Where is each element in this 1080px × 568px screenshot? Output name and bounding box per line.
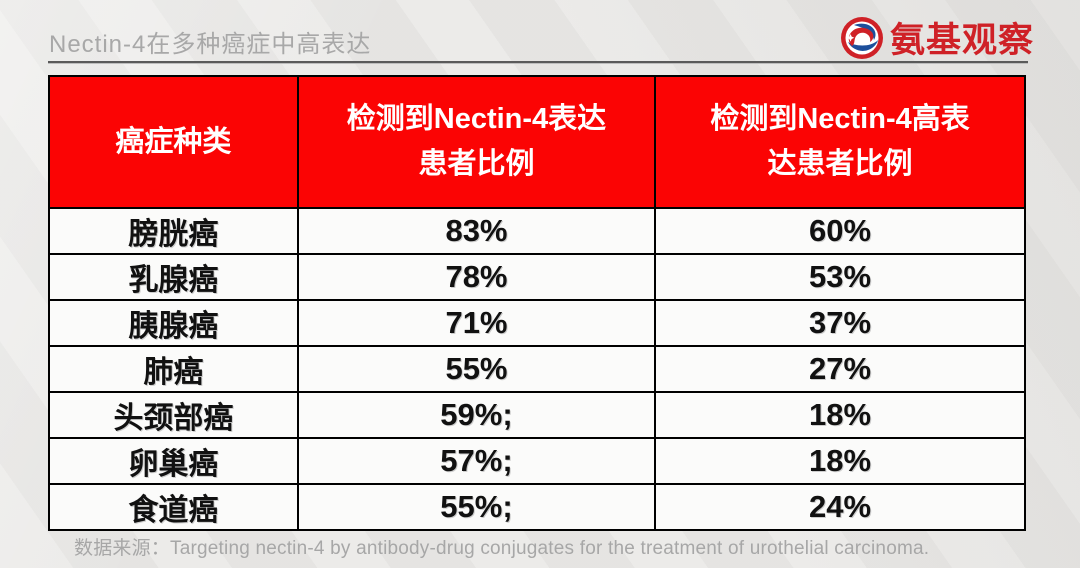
title-divider xyxy=(48,61,1028,64)
table-row: 膀胱癌 83% 60% xyxy=(48,207,1026,255)
cell-cancer-name: 头颈部癌 xyxy=(48,391,299,439)
table-row: 卵巢癌 57%; 18% xyxy=(48,437,1026,485)
cell-cancer-name: 胰腺癌 xyxy=(48,299,299,347)
cell-high-expression-pct: 18% xyxy=(654,391,1026,439)
table-header-row: 癌症种类 检测到Nectin-4表达患者比例 检测到Nectin-4高表达患者比… xyxy=(48,75,1026,209)
swirl-globe-icon xyxy=(840,16,883,59)
cell-cancer-name: 肺癌 xyxy=(48,345,299,393)
cell-high-expression-pct: 60% xyxy=(654,207,1026,255)
cell-cancer-name: 膀胱癌 xyxy=(48,207,299,255)
data-source-text: Targeting nectin-4 by antibody-drug conj… xyxy=(170,538,930,559)
header-cancer-type: 癌症种类 xyxy=(48,75,299,209)
cell-high-expression-pct: 27% xyxy=(654,345,1026,393)
page-title: Nectin-4在多种癌症中高表达 xyxy=(49,31,372,58)
cell-expression-pct: 83% xyxy=(296,207,657,255)
nectin4-expression-table: 癌症种类 检测到Nectin-4表达患者比例 检测到Nectin-4高表达患者比… xyxy=(48,75,1026,531)
cell-cancer-name: 食道癌 xyxy=(48,483,299,531)
data-source-line: 数据来源：Targeting nectin-4 by antibody-drug… xyxy=(74,533,929,560)
cell-expression-pct: 71% xyxy=(296,299,657,347)
cell-expression-pct: 78% xyxy=(296,253,657,301)
cell-cancer-name: 乳腺癌 xyxy=(48,253,299,301)
table-row: 肺癌 55% 27% xyxy=(48,345,1026,393)
header-expression-ratio: 检测到Nectin-4表达患者比例 xyxy=(296,75,657,209)
cell-expression-pct: 55% xyxy=(296,345,657,393)
brand-logo: 氨基观察 xyxy=(840,12,1034,63)
cell-high-expression-pct: 53% xyxy=(654,253,1026,301)
cell-high-expression-pct: 24% xyxy=(654,483,1026,531)
table-row: 胰腺癌 71% 37% xyxy=(48,299,1026,347)
table-row: 头颈部癌 59%; 18% xyxy=(48,391,1026,439)
cell-expression-pct: 55%; xyxy=(296,483,657,531)
table-row: 乳腺癌 78% 53% xyxy=(48,253,1026,301)
brand-name: 氨基观察 xyxy=(889,21,1034,60)
cell-high-expression-pct: 37% xyxy=(654,299,1026,347)
data-source-label: 数据来源： xyxy=(74,538,171,559)
cell-cancer-name: 卵巢癌 xyxy=(48,437,299,485)
table-row: 食道癌 55%; 24% xyxy=(48,483,1026,531)
cell-high-expression-pct: 18% xyxy=(654,437,1026,485)
cell-expression-pct: 59%; xyxy=(296,391,657,439)
cell-expression-pct: 57%; xyxy=(296,437,657,485)
header-high-expression-ratio: 检测到Nectin-4高表达患者比例 xyxy=(654,75,1026,209)
